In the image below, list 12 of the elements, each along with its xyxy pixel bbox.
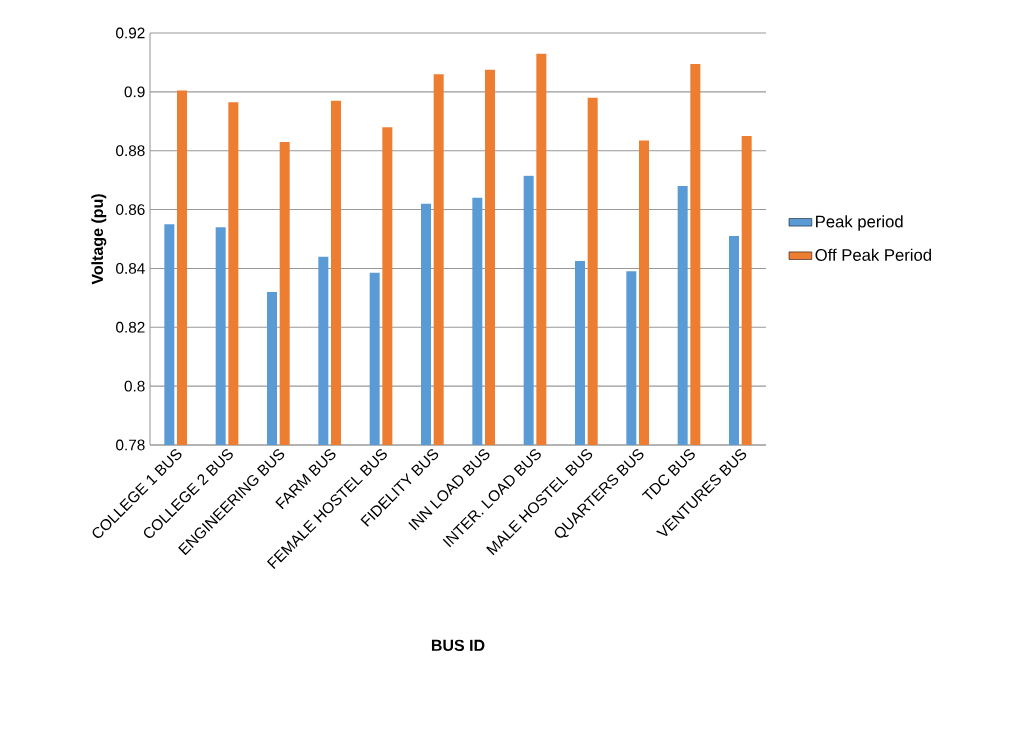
y-tick-label: 0.88 — [116, 145, 145, 157]
y-tick-label: 0.84 — [116, 262, 145, 274]
y-tick-label: 0.78 — [116, 439, 145, 451]
y-tick-label: 0.8 — [124, 380, 145, 392]
legend-label: Off Peak Period — [815, 248, 931, 261]
y-tick-label: 0.92 — [116, 27, 145, 39]
y-tick-label: 0.82 — [116, 321, 145, 333]
legend-label: Peak period — [816, 215, 903, 231]
y-tick-label: 0.86 — [116, 204, 145, 215]
y-axis-title: Voltage (pu) — [91, 194, 107, 285]
y-tick-label: 0.9 — [124, 86, 145, 98]
x-axis-title: BUS ID — [431, 639, 485, 652]
